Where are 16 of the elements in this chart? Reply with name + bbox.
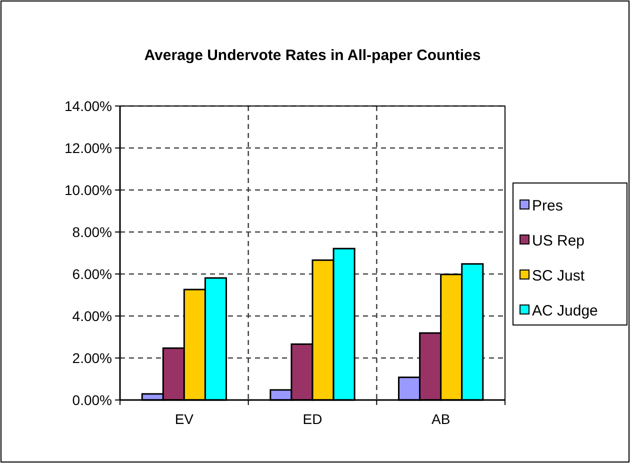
chart-title: Average Undervote Rates in All-paper Counties [144, 47, 481, 64]
x-tick-label: EV [174, 411, 194, 427]
y-tick-label: 14.00% [64, 98, 112, 114]
legend-label: Pres [532, 197, 563, 214]
y-tick-label: 6.00% [72, 266, 112, 282]
y-tick-label: 0.00% [72, 392, 112, 408]
y-tick-label: 10.00% [64, 182, 112, 198]
legend-label: US Rep [532, 232, 585, 250]
y-tick-label: 12.00% [64, 140, 112, 156]
y-tick-label: 4.00% [72, 308, 112, 324]
y-tick-label: 8.00% [72, 224, 112, 240]
x-tick-label: AB [431, 411, 450, 427]
legend-label: AC Judge [532, 302, 598, 320]
y-tick-label: 2.00% [72, 350, 112, 366]
x-tick-label: ED [302, 411, 322, 427]
legend-label: SC Just [532, 267, 586, 284]
